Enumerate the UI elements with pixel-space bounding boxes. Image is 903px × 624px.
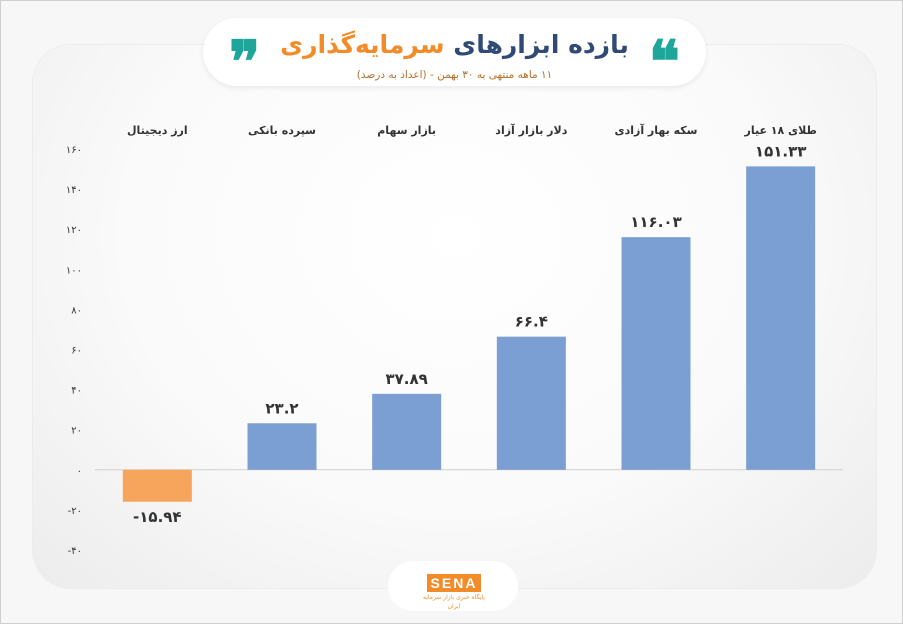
category-label: سکه بهار آزادی bbox=[615, 123, 698, 137]
bar bbox=[247, 423, 317, 470]
y-tick-label: ۶۰ bbox=[71, 346, 82, 357]
data-label: -۱۵.۹۴ bbox=[133, 508, 182, 526]
category-label: طلای ۱۸ عیار bbox=[743, 124, 816, 137]
data-label: ۳۷.۸۹ bbox=[386, 370, 428, 388]
y-tick-label: ۴۰ bbox=[71, 386, 82, 397]
y-tick-label: ۱۰۰ bbox=[66, 265, 82, 276]
bar bbox=[746, 166, 816, 470]
logo-wordmark: SENA bbox=[426, 574, 482, 592]
bar bbox=[496, 336, 566, 470]
bar bbox=[372, 393, 442, 470]
data-label: ۱۱۶.۰۳ bbox=[630, 213, 681, 231]
sena-logo: SENA پایگاه خبری بازار سرمایه ایران bbox=[418, 573, 490, 611]
logo-tagline: پایگاه خبری بازار سرمایه ایران bbox=[423, 594, 485, 610]
y-tick-label: -۴۰ bbox=[68, 546, 82, 557]
title-part-1: بازده ابزارهای bbox=[453, 30, 629, 59]
y-tick-label: ۱۴۰ bbox=[66, 185, 82, 196]
category-label: سپرده بانکی bbox=[248, 124, 316, 137]
y-tick-label: -۲۰ bbox=[68, 506, 82, 517]
y-tick-label: ۰ bbox=[77, 466, 82, 477]
y-tick-label: ۱۶۰ bbox=[66, 145, 82, 156]
chart-title: بازده ابزارهای سرمایه‌گذاری bbox=[203, 30, 706, 60]
title-banner: ❞ بازده ابزارهای سرمایه‌گذاری ❝ ۱۱ ماهه … bbox=[203, 18, 706, 92]
data-label: ۲۳.۲ bbox=[265, 399, 298, 417]
y-tick-label: ۸۰ bbox=[71, 305, 82, 316]
bar bbox=[122, 469, 192, 502]
category-label: دلار بازار آزاد bbox=[495, 123, 567, 137]
data-label: ۱۵۱.۳۳ bbox=[755, 142, 806, 160]
close-quote-icon: ❝ bbox=[648, 28, 680, 96]
data-label: ۶۶.۴ bbox=[515, 313, 548, 331]
open-quote-icon: ❞ bbox=[229, 28, 261, 96]
y-tick-label: ۱۲۰ bbox=[66, 225, 82, 236]
category-label: بازار سهام bbox=[377, 124, 436, 137]
y-tick-label: ۲۰ bbox=[71, 426, 82, 437]
title-part-2: سرمایه‌گذاری bbox=[280, 30, 445, 59]
chart-subtitle: ۱۱ ماهه منتهی به ۳۰ بهمن - (اعداد به درص… bbox=[356, 69, 553, 81]
bar bbox=[621, 237, 691, 470]
category-label: ارز دیجیتال bbox=[127, 124, 188, 137]
